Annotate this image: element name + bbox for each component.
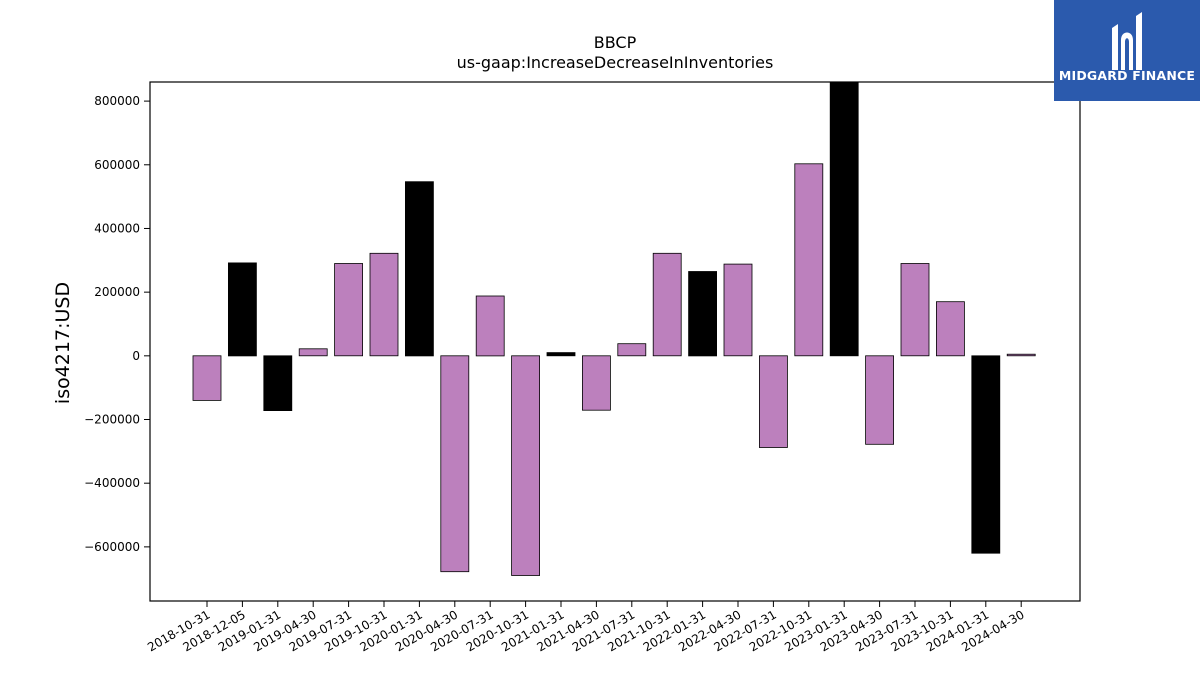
y-tick-label: 600000 <box>94 158 140 172</box>
y-ticks-group: −600000 −400000 −200000 0 200000 400000 600000… <box>84 94 150 554</box>
bar-2023-01-31 <box>829 81 859 357</box>
y-tick-label: 200000 <box>94 285 140 299</box>
brand-logo: MIDGARD FINANCE <box>1054 0 1200 101</box>
bar-2018-12-05 <box>227 262 257 357</box>
y-axis-label: iso4217:USD <box>52 282 74 404</box>
bar-2022-01-31 <box>688 271 717 357</box>
bar-2020-07-31 <box>475 295 505 357</box>
x-ticks-group: 2018-10-312018-12-052019-01-312019-04-30… <box>145 601 1027 654</box>
bar-2020-04-30 <box>440 355 470 573</box>
bar-2023-04-30 <box>865 355 894 445</box>
bar-2020-01-31 <box>404 181 434 357</box>
y-tick-label: −200000 <box>84 413 140 427</box>
bar-2024-04-30 <box>1006 353 1036 357</box>
y-tick-label: 800000 <box>94 94 140 108</box>
bar-2019-07-31 <box>334 263 364 357</box>
bar-2020-10-31 <box>511 355 541 576</box>
chart-title: BBCP <box>594 33 637 52</box>
bar-2021-10-31 <box>652 252 682 357</box>
bar-2021-04-30 <box>582 355 611 411</box>
brand-name: MIDGARD FINANCE <box>1058 68 1196 83</box>
bar-2019-04-30 <box>298 348 328 357</box>
bar-2023-10-31 <box>936 301 965 357</box>
plot-frame <box>149 81 1081 602</box>
bars-group <box>192 81 1036 576</box>
bar-2023-07-31 <box>900 263 930 357</box>
bar-2024-01-31 <box>971 355 1001 554</box>
bar-2022-07-31 <box>759 355 788 448</box>
y-tick-label: −600000 <box>84 540 140 554</box>
bar-2021-07-31 <box>617 343 647 357</box>
midgard-logo-icon <box>1112 12 1142 70</box>
y-tick-label: 400000 <box>94 221 140 235</box>
bar-2022-04-30 <box>723 263 753 357</box>
bar-2019-01-31 <box>263 355 293 411</box>
bar-2019-10-31 <box>369 252 399 357</box>
y-tick-label: 0 <box>132 349 140 363</box>
chart-subtitle: us-gaap:IncreaseDecreaseInInventories <box>457 53 774 72</box>
y-tick-label: −400000 <box>84 476 140 490</box>
bar-2018-10-31 <box>192 355 222 401</box>
bar-2021-01-31 <box>546 352 576 357</box>
bar-2022-10-31 <box>794 163 824 357</box>
